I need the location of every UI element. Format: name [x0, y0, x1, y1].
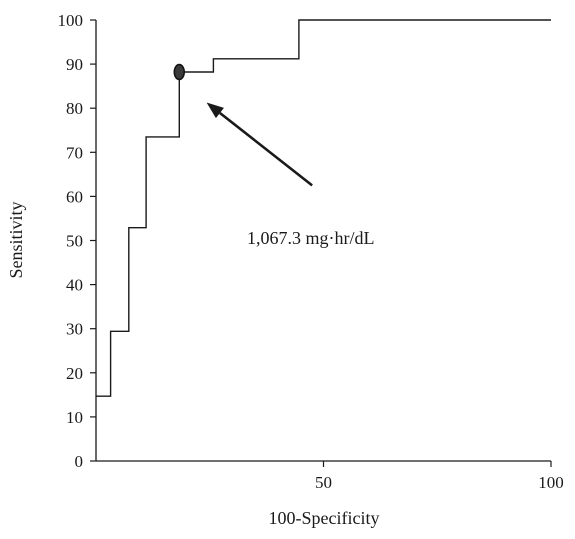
data-layer [96, 19, 551, 397]
cutoff-point-marker [173, 63, 186, 81]
y-tick-label: 50 [66, 232, 83, 251]
annotation-arrow-shaft [219, 111, 313, 187]
y-tick-label: 80 [66, 99, 83, 118]
y-tick-label: 30 [66, 320, 83, 339]
y-tick-label: 100 [58, 11, 84, 30]
y-tick-label: 40 [66, 276, 83, 295]
roc-step-line [96, 19, 551, 397]
annotation-arrow-head [206, 102, 224, 119]
y-tick-label: 10 [66, 408, 83, 427]
y-tick-label: 90 [66, 55, 83, 74]
x-tick-label: 50 [315, 473, 332, 492]
annotation-label: 1,067.3 mg·hr/dL [247, 228, 375, 248]
y-tick-label: 60 [66, 187, 83, 206]
x-axis-title: 100-Specificity [269, 508, 380, 528]
annotation-layer: 1,067.3 mg·hr/dL [206, 102, 375, 248]
y-tick-label: 70 [66, 143, 83, 162]
y-tick-label: 20 [66, 364, 83, 383]
y-axis-title: Sensitivity [6, 201, 26, 278]
y-tick-label: 0 [75, 452, 84, 471]
x-tick-label: 100 [538, 473, 564, 492]
ticks-layer: 0 10 20 30 40 50 60 70 80 90 100 50 100 [58, 11, 564, 492]
